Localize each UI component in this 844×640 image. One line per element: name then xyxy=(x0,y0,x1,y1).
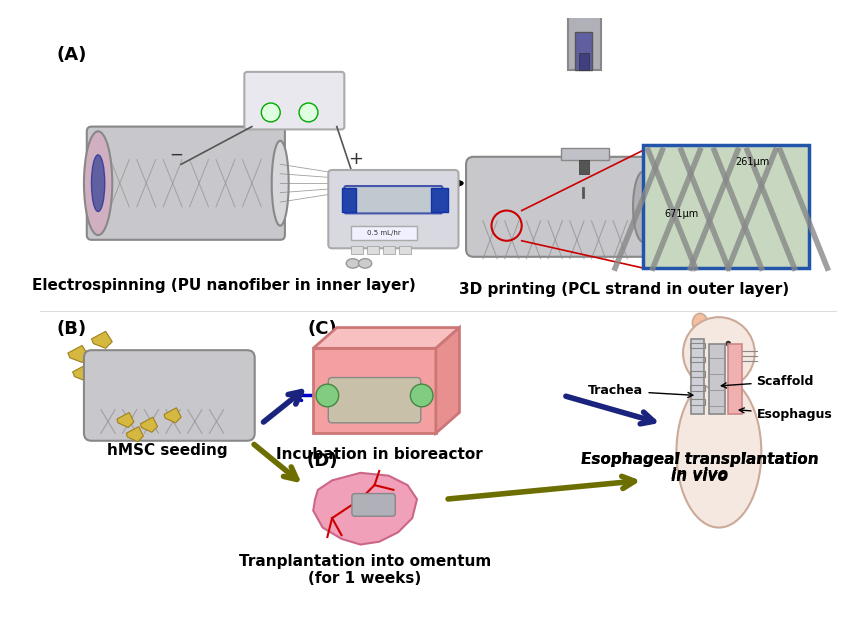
Text: 3D printing (PCL strand in outer layer): 3D printing (PCL strand in outer layer) xyxy=(459,282,788,297)
Polygon shape xyxy=(140,417,157,432)
Bar xyxy=(366,246,379,254)
Bar xyxy=(560,148,608,159)
Text: (D): (D) xyxy=(306,452,338,470)
Circle shape xyxy=(682,317,754,389)
Text: (C): (C) xyxy=(307,320,337,338)
Text: +: + xyxy=(348,150,363,168)
Bar xyxy=(350,246,363,254)
Text: in vivo: in vivo xyxy=(671,467,728,482)
FancyBboxPatch shape xyxy=(328,170,458,248)
Bar xyxy=(350,226,416,240)
FancyBboxPatch shape xyxy=(351,493,395,516)
FancyBboxPatch shape xyxy=(84,350,254,441)
Bar xyxy=(689,342,704,348)
Polygon shape xyxy=(127,427,143,442)
Ellipse shape xyxy=(733,353,741,358)
Text: Esophagus: Esophagus xyxy=(738,408,831,421)
Bar xyxy=(728,344,741,414)
Circle shape xyxy=(410,384,432,407)
Bar xyxy=(689,385,704,391)
Bar xyxy=(709,344,723,414)
Bar xyxy=(430,188,447,211)
Ellipse shape xyxy=(632,172,653,242)
Text: Trachea: Trachea xyxy=(587,384,692,397)
Text: (B): (B) xyxy=(57,320,87,338)
Text: hMSC seeding: hMSC seeding xyxy=(106,443,227,458)
Text: Tranplantation into omentum
(for 1 weeks): Tranplantation into omentum (for 1 weeks… xyxy=(239,554,490,586)
Text: −: − xyxy=(170,146,183,164)
Ellipse shape xyxy=(346,259,359,268)
Text: Electrospinning (PU nanofiber in inner layer): Electrospinning (PU nanofiber in inner l… xyxy=(32,278,415,292)
Circle shape xyxy=(316,384,338,407)
Ellipse shape xyxy=(91,155,105,211)
Bar xyxy=(313,348,436,433)
FancyBboxPatch shape xyxy=(328,378,420,423)
Bar xyxy=(689,399,704,405)
Bar xyxy=(382,246,395,254)
FancyBboxPatch shape xyxy=(244,72,344,129)
Ellipse shape xyxy=(84,131,112,235)
Ellipse shape xyxy=(676,376,760,527)
Bar xyxy=(575,32,592,70)
Circle shape xyxy=(299,103,317,122)
FancyBboxPatch shape xyxy=(344,186,442,213)
Bar xyxy=(341,188,355,211)
Bar xyxy=(398,246,411,254)
Polygon shape xyxy=(68,346,89,362)
Polygon shape xyxy=(116,412,134,428)
Polygon shape xyxy=(73,364,94,381)
Circle shape xyxy=(725,340,730,346)
Ellipse shape xyxy=(691,314,706,332)
Polygon shape xyxy=(84,374,106,391)
Bar xyxy=(689,356,704,362)
Text: 0.5 mL/hr: 0.5 mL/hr xyxy=(366,230,400,236)
Polygon shape xyxy=(100,355,122,372)
Polygon shape xyxy=(436,328,459,433)
Text: 671μm: 671μm xyxy=(663,209,698,220)
FancyBboxPatch shape xyxy=(466,157,650,257)
FancyBboxPatch shape xyxy=(87,127,284,240)
Bar xyxy=(689,371,704,376)
FancyBboxPatch shape xyxy=(642,145,808,268)
Text: Esophageal transplantation
in vivo: Esophageal transplantation in vivo xyxy=(581,452,818,484)
Text: Esophageal transplantation: Esophageal transplantation xyxy=(581,452,818,467)
Polygon shape xyxy=(313,328,459,348)
Text: (A): (A) xyxy=(57,47,87,65)
Bar xyxy=(579,53,588,70)
Text: Scaffold: Scaffold xyxy=(721,375,813,388)
Bar xyxy=(567,0,600,70)
Circle shape xyxy=(261,103,280,122)
Bar xyxy=(690,339,703,414)
Bar xyxy=(579,159,588,174)
Text: 261μm: 261μm xyxy=(734,157,768,166)
Ellipse shape xyxy=(272,141,289,226)
Ellipse shape xyxy=(358,259,371,268)
Polygon shape xyxy=(164,408,181,423)
Text: Incubation in bioreactor: Incubation in bioreactor xyxy=(275,447,482,462)
Polygon shape xyxy=(313,473,416,545)
Polygon shape xyxy=(91,332,112,348)
